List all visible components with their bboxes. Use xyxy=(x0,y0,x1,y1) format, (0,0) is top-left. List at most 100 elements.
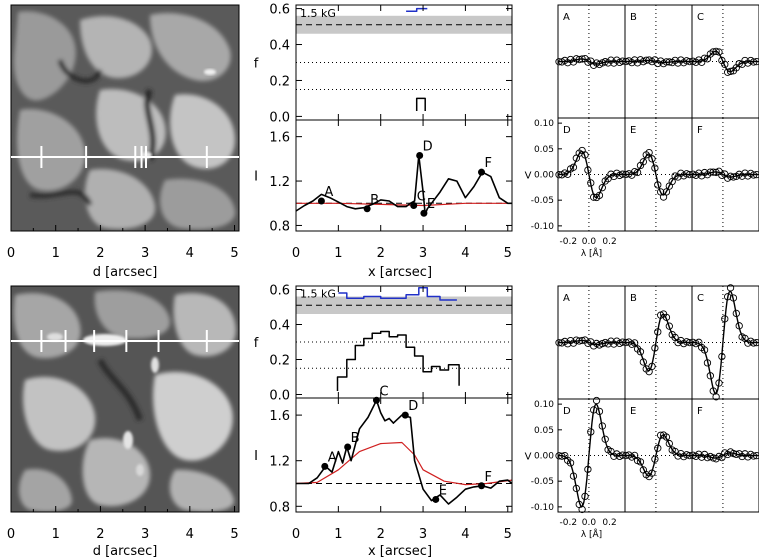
v-data-point-F xyxy=(749,171,758,179)
observed-intensity xyxy=(296,399,513,505)
x-tick-label: 0 xyxy=(292,527,300,542)
y-axis-label: I xyxy=(254,170,258,185)
x-tick-label: 3 xyxy=(419,246,427,261)
v-data-point-A xyxy=(572,55,580,63)
v-data-point-E xyxy=(633,168,642,177)
v-data-point-C xyxy=(712,47,720,56)
v-data-point-E xyxy=(648,155,656,163)
v-data-point-B xyxy=(636,348,645,356)
point-C xyxy=(410,201,418,209)
v-data-point-B xyxy=(654,328,662,336)
y-axis-label: I xyxy=(254,449,258,464)
v-data-point-C xyxy=(735,60,743,68)
v-data-point-E xyxy=(668,177,676,186)
point-label-D: D xyxy=(408,399,418,414)
v-data-point-E xyxy=(654,181,662,189)
v-data-point-C xyxy=(749,58,758,66)
band-label: 1.5 kG xyxy=(300,288,336,301)
v-x-tick-label: 0.0 xyxy=(582,237,597,247)
x-tick-label: 3 xyxy=(141,527,149,542)
x-tick-label: 0 xyxy=(7,246,15,261)
point-label-F: F xyxy=(485,156,492,171)
y-tick-label: 0.8 xyxy=(269,219,290,234)
y-tick-label: 1.2 xyxy=(269,455,290,470)
v-data-point-B xyxy=(639,358,647,366)
x-tick-label: 3 xyxy=(141,246,149,261)
v-data-point-C xyxy=(700,346,709,354)
plot-frame xyxy=(295,397,513,513)
v-data-point-F xyxy=(729,449,738,458)
v-x-axis-label: λ [Å] xyxy=(581,247,602,259)
point-label-A: A xyxy=(328,450,337,465)
v-data-point-B xyxy=(631,339,639,347)
x-tick-label: 4 xyxy=(461,246,469,261)
point-F xyxy=(478,168,486,176)
image-frame-bottom xyxy=(10,285,240,513)
v-data-point-E xyxy=(662,188,671,196)
v-data-point-C xyxy=(715,379,723,387)
point-label-F: F xyxy=(485,470,492,485)
intensity-plot-top: A B C D E F 0.8 1.2 1.6 0 1 2 3 4 5 I xyxy=(254,119,513,261)
v-y-tick-label: 0.10 xyxy=(534,119,554,129)
granulation-image-top xyxy=(11,5,239,231)
y-tick-label: 0.0 xyxy=(269,389,290,404)
point-B xyxy=(344,443,352,451)
intensity-plot-bottom: AB C D E F 0.8 1.2 1.6 0 1 2 3 4 5 I xyxy=(254,384,513,542)
model-intensity-red xyxy=(296,202,512,207)
v-data-point-E xyxy=(631,167,639,176)
y-axis-label: f xyxy=(254,57,259,72)
v-fit-line-B xyxy=(625,313,692,372)
v-data-point-C xyxy=(721,315,729,323)
point-F xyxy=(478,482,486,490)
v-subpanel-label-C: C xyxy=(697,293,704,304)
v-subpanel-label-B: B xyxy=(630,293,637,304)
v-data-point-B xyxy=(662,58,671,66)
field-series-blue xyxy=(406,7,428,13)
v-data-point-D xyxy=(601,435,609,443)
point-label-E: E xyxy=(427,197,435,212)
point-E xyxy=(420,209,428,217)
v-data-point-E xyxy=(651,164,659,172)
v-data-point-F xyxy=(752,451,759,460)
v-data-point-F xyxy=(706,168,714,176)
granulation-image-bottom xyxy=(11,286,239,512)
v-data-point-C xyxy=(718,352,726,361)
field-strength-band xyxy=(296,15,512,34)
v-subpanel-label-F: F xyxy=(697,125,703,136)
filling-factor-series xyxy=(336,330,460,391)
y-tick-label: 0.2 xyxy=(269,74,290,89)
v-data-point-A xyxy=(575,337,583,345)
point-label-B: B xyxy=(370,193,379,208)
v-x-tick-label: 0.2 xyxy=(602,518,616,528)
y-tick-label: 0.0 xyxy=(269,110,290,125)
v-data-point-C xyxy=(709,387,717,395)
v-subpanel-label-E: E xyxy=(630,406,636,417)
v-x-tick-label: 0.2 xyxy=(602,237,616,247)
y-tick-label: 0.6 xyxy=(269,284,290,299)
v-subpanel-label-D: D xyxy=(563,406,571,417)
y-tick-label: 1.2 xyxy=(269,175,290,190)
v-subpanel-label-D: D xyxy=(563,125,571,136)
field-series-blue xyxy=(338,287,457,301)
v-data-point-A xyxy=(575,55,583,64)
x-tick-label: 1 xyxy=(52,246,60,261)
point-C xyxy=(372,396,380,404)
v-data-point-B xyxy=(662,313,671,322)
filling-factor-series xyxy=(415,97,426,111)
v-data-point-E xyxy=(622,170,630,179)
y-tick-label: 0.2 xyxy=(269,354,290,369)
x-tick-label: 2 xyxy=(377,246,385,261)
v-data-point-E xyxy=(665,439,673,448)
v-data-point-D xyxy=(595,407,604,416)
x-tick-label: 4 xyxy=(186,246,194,261)
point-B xyxy=(363,205,371,213)
v-data-point-C xyxy=(709,48,717,56)
point-A xyxy=(321,462,329,470)
x-tick-label: 2 xyxy=(96,246,104,261)
v-y-axis-label: V xyxy=(525,171,532,182)
v-data-point-C xyxy=(706,372,714,380)
v-data-point-B xyxy=(651,344,659,352)
v-data-point-E xyxy=(639,158,647,166)
v-data-point-F xyxy=(726,172,735,180)
